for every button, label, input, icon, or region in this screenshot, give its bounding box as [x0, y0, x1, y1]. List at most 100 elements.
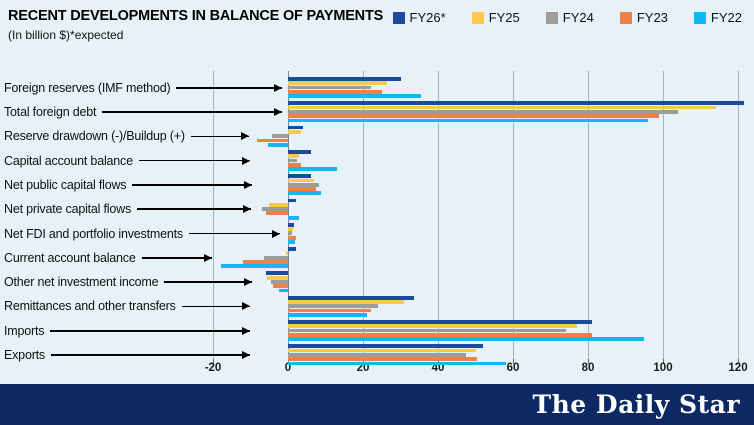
- gridline: [513, 71, 514, 359]
- bar-fy22-row10: [288, 312, 367, 317]
- legend-label: FY23: [636, 10, 668, 25]
- legend-label: FY22: [710, 10, 742, 25]
- gridline: [213, 71, 214, 359]
- bar-fy23-row1: [288, 89, 382, 94]
- legend-swatch: [392, 11, 405, 24]
- bar-fy25-row12: [288, 348, 476, 353]
- bar-fy25-row7: [288, 227, 293, 231]
- category-row: Net private capital flows: [4, 201, 251, 217]
- category-row: Reserve drawdown (-)/Buildup (+): [4, 128, 249, 144]
- category-row: Capital account balance: [4, 153, 250, 169]
- bar-fy22-row6: [288, 215, 299, 220]
- bar-fy26-row9: [265, 271, 288, 276]
- gridline: [588, 71, 589, 359]
- bar-fy24-row4: [288, 158, 298, 163]
- bar-fy25-row2: [288, 105, 716, 110]
- bar-fy25-row10: [288, 300, 405, 304]
- bar-fy24-row3: [271, 134, 288, 139]
- bar-fy25-row1: [288, 81, 388, 86]
- category-label: Exports: [4, 348, 45, 363]
- bar-fy23-row10: [288, 308, 371, 313]
- bar-fy26-row7: [288, 222, 294, 227]
- axis-tick-label: -20: [204, 362, 222, 374]
- legend-swatch: [619, 11, 632, 24]
- legend-swatch: [545, 11, 558, 24]
- category-label: Imports: [4, 323, 45, 338]
- category-row: Net FDI and portfolio investments: [4, 226, 280, 242]
- legend-label: FY25: [488, 10, 520, 25]
- legend-item-fy24: FY24: [545, 10, 594, 25]
- bar-fy24-row10: [288, 304, 378, 309]
- bar-fy26-row5: [288, 174, 311, 179]
- pointer-arrow-icon: [132, 184, 252, 186]
- pointer-arrow-icon: [141, 257, 212, 259]
- category-label: Foreign reserves (IMF method): [4, 80, 171, 95]
- bar-fy25-row11: [288, 324, 577, 329]
- bar-fy23-row7: [288, 235, 296, 240]
- gridline: [363, 71, 364, 359]
- bar-fy23-row11: [288, 332, 592, 337]
- pointer-arrow-icon: [176, 86, 282, 89]
- bar-fy22-row8: [220, 264, 288, 269]
- bar-fy26-row6: [288, 198, 296, 203]
- legend-item-fy22: FY22: [693, 10, 742, 25]
- bar-fy25-row8: [286, 251, 288, 256]
- pointer-arrow-icon: [190, 135, 249, 138]
- bar-fy22-row11: [288, 337, 645, 342]
- category-row: Exports: [4, 347, 250, 363]
- bar-fy23-row6: [265, 211, 288, 216]
- category-label: Other net investment income: [4, 275, 159, 290]
- bar-fy24-row6: [261, 207, 288, 211]
- axis-tick-label: 100: [653, 362, 673, 374]
- pointer-arrow-icon: [50, 329, 250, 332]
- bar-fy23-row8: [243, 260, 288, 264]
- bar-fy24-row11: [288, 328, 566, 333]
- bar-fy22-row4: [288, 167, 337, 171]
- pointer-arrow-icon: [50, 354, 250, 356]
- legend-item-fy25: FY25: [471, 10, 520, 25]
- bar-fy22-row7: [288, 240, 295, 244]
- axis-tick-label: 60: [506, 362, 520, 374]
- category-label: Total foreign debt: [4, 105, 97, 120]
- axis-tick-label: 80: [581, 362, 595, 374]
- bar-fy22-row5: [288, 191, 321, 196]
- pointer-arrow-icon: [164, 281, 252, 283]
- category-label: Reserve drawdown (-)/Buildup (+): [4, 129, 185, 144]
- axis-tick-label: 120: [728, 362, 748, 374]
- bar-fy26-row3: [288, 125, 303, 130]
- bar-fy22-row2: [288, 118, 648, 123]
- bar-fy25-row6: [269, 202, 288, 207]
- bar-fy24-row5: [288, 182, 319, 187]
- chart-subtitle: (In billion $)*expected: [8, 28, 124, 42]
- legend-label: FY26*: [409, 10, 446, 25]
- bar-fy23-row9: [273, 284, 288, 289]
- axis-tick-label: 0: [284, 362, 292, 374]
- bar-fy26-row1: [288, 77, 401, 81]
- category-row: Foreign reserves (IMF method): [4, 80, 282, 96]
- legend-item-fy26: FY26*: [392, 10, 446, 25]
- category-label: Net public capital flows: [4, 177, 127, 192]
- bar-fy26-row12: [288, 344, 483, 349]
- legend: FY26* FY25 FY24 FY23 FY22: [392, 10, 742, 25]
- bar-fy22-row1: [288, 94, 422, 99]
- legend-item-fy23: FY23: [619, 10, 668, 25]
- pointer-arrow-icon: [102, 111, 282, 113]
- bar-fy22-row3: [267, 142, 288, 147]
- bar-fy24-row12: [288, 352, 467, 357]
- chart-title: RECENT DEVELOPMENTS IN BALANCE OF PAYMEN…: [8, 8, 384, 24]
- category-label: Capital account balance: [4, 153, 133, 168]
- category-label: Net private capital flows: [4, 202, 132, 217]
- legend-swatch: [471, 11, 484, 24]
- bar-fy26-row11: [288, 320, 592, 324]
- gridline: [663, 71, 664, 359]
- bar-fy25-row9: [267, 275, 288, 280]
- bar-fy24-row7: [288, 231, 292, 236]
- daily-star-logo: The Daily Star: [532, 390, 740, 419]
- bar-fy26-row10: [288, 295, 414, 300]
- bar-fy23-row2: [288, 114, 660, 119]
- category-row: Total foreign debt: [4, 104, 282, 120]
- axis-tick: [213, 359, 214, 364]
- bar-fy23-row5: [288, 187, 316, 191]
- bar-fy22-row12: [288, 361, 506, 366]
- bar-fy25-row4: [288, 154, 300, 159]
